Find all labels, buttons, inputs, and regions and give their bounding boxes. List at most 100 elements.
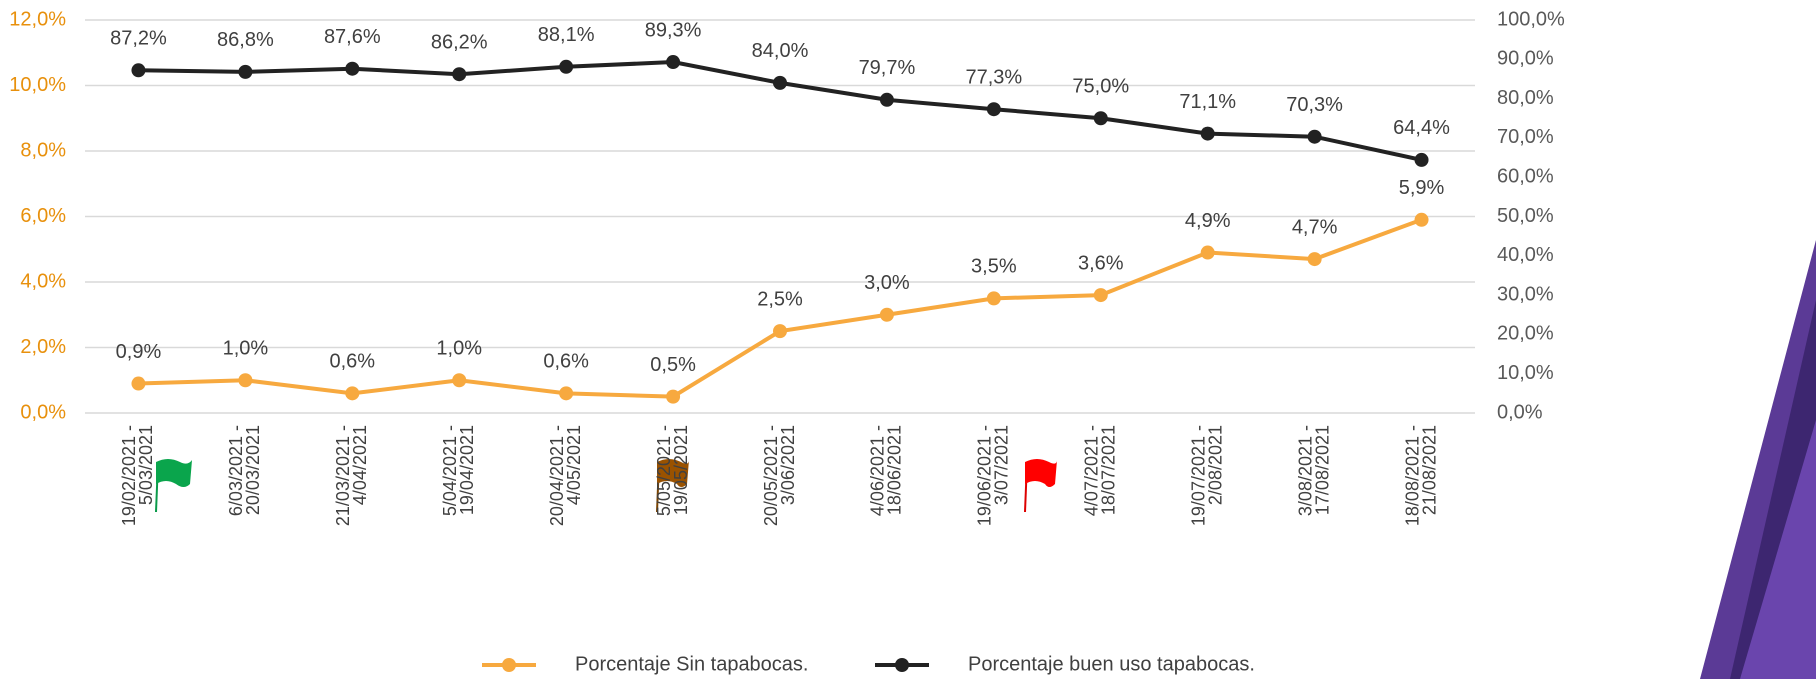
data-label: 75,0% [1072,76,1129,98]
x-tick-label: 4/07/2021 - [1082,425,1102,516]
data-label: 77,3% [965,66,1022,88]
x-tick-label: 5/05/2021 - [654,425,674,516]
point [559,59,574,74]
y-tick-label: 12,0% [9,8,66,30]
flag-red [1024,459,1057,513]
y-tick-label: 10,0% [9,74,66,96]
y2-tick-label: 20,0% [1497,323,1554,345]
y-tick-label: 0,0% [20,401,66,423]
point [666,389,681,404]
data-label: 0,6% [330,351,376,373]
data-label: 3,0% [864,272,910,294]
x-tick-label: 19/04/2021 [457,425,477,515]
point [452,67,467,82]
y2-tick-label: 0,0% [1497,401,1543,423]
x-tick-label: 5/04/2021 - [440,425,460,516]
point [345,386,360,401]
data-label: 0,5% [650,354,696,376]
point [1200,126,1215,141]
point [986,102,1001,117]
point [559,386,574,401]
legend-label: Porcentaje Sin tapabocas. [575,653,809,675]
x-tick-label: 17/08/2021 [1312,425,1332,515]
y2-tick-label: 90,0% [1497,48,1554,70]
point [773,324,787,339]
data-label: 1,0% [223,338,269,360]
x-tick-label: 2/08/2021 [1205,425,1225,505]
point [986,291,1001,306]
data-label: 88,1% [538,24,595,46]
x-tick-label: 18/07/2021 [1099,425,1119,515]
x-tick-label: 19/05/2021 [671,425,691,515]
data-label: 86,2% [431,32,488,54]
data-label: 86,8% [217,29,274,51]
data-label: 87,2% [110,28,167,50]
x-tick-label: 18/06/2021 [885,425,905,515]
data-label: 87,6% [324,26,381,48]
point [1200,245,1215,260]
y-tick-label: 2,0% [20,336,66,358]
data-label: 2,5% [757,288,803,310]
x-tick-label: 20/05/2021 - [761,425,781,526]
point [131,376,146,391]
point [131,63,146,78]
data-label: 89,3% [645,19,702,41]
legend-marker [895,658,909,672]
point [1093,111,1108,126]
point [1414,152,1429,167]
point [1307,129,1322,144]
legend-label: Porcentaje buen uso tapabocas. [968,653,1255,675]
x-tick-label: 3/08/2021 - [1295,425,1315,516]
point [1414,212,1429,227]
data-label: 84,0% [752,40,809,62]
x-tick-label: 18/08/2021 - [1402,425,1422,526]
y2-tick-label: 80,0% [1497,87,1554,109]
data-label: 0,9% [116,341,162,363]
y2-tick-label: 70,0% [1497,126,1554,148]
flag-green [155,459,192,513]
data-label: 4,7% [1292,216,1338,238]
x-tick-label: 6/03/2021 - [226,425,246,516]
data-label: 79,7% [859,57,916,79]
data-label: 1,0% [436,338,482,360]
x-tick-label: 21/03/2021 - [333,425,353,526]
point [238,373,253,388]
x-tick-label: 5/03/2021 [136,425,156,505]
corner-decoration [1700,240,1816,679]
y2-tick-label: 60,0% [1497,165,1554,187]
x-tick-label: 19/07/2021 - [1188,425,1208,526]
x-tick-label: 4/06/2021 - [868,425,888,516]
x-tick-label: 21/08/2021 [1419,425,1439,515]
x-tick-label: 20/04/2021 - [547,425,567,526]
point [1307,252,1322,267]
point [452,373,467,388]
data-label: 71,1% [1179,91,1236,113]
point [773,75,787,90]
point [879,92,894,107]
y2-tick-label: 10,0% [1497,362,1554,384]
data-label: 3,6% [1078,252,1124,274]
x-tick-label: 20/03/2021 [243,425,263,515]
x-tick-label: 19/02/2021 - [119,425,139,526]
data-label: 3,5% [971,256,1017,278]
y-tick-label: 6,0% [20,205,66,227]
y2-tick-label: 50,0% [1497,205,1554,227]
x-tick-label: 19/06/2021 - [975,425,995,526]
point [666,55,681,70]
x-tick-label: 3/06/2021 [778,425,798,505]
data-label: 70,3% [1286,94,1343,116]
data-label: 5,9% [1399,177,1445,199]
x-tick-label: 3/07/2021 [992,425,1012,505]
y2-tick-label: 100,0% [1497,8,1565,30]
point [345,61,360,76]
data-label: 64,4% [1393,117,1450,139]
y2-tick-label: 40,0% [1497,244,1554,266]
y2-tick-label: 30,0% [1497,283,1554,305]
point [1093,288,1108,303]
x-tick-label: 4/04/2021 [350,425,370,505]
y-tick-label: 4,0% [20,270,66,292]
data-label: 4,9% [1185,210,1231,232]
x-tick-label: 4/05/2021 [564,425,584,505]
